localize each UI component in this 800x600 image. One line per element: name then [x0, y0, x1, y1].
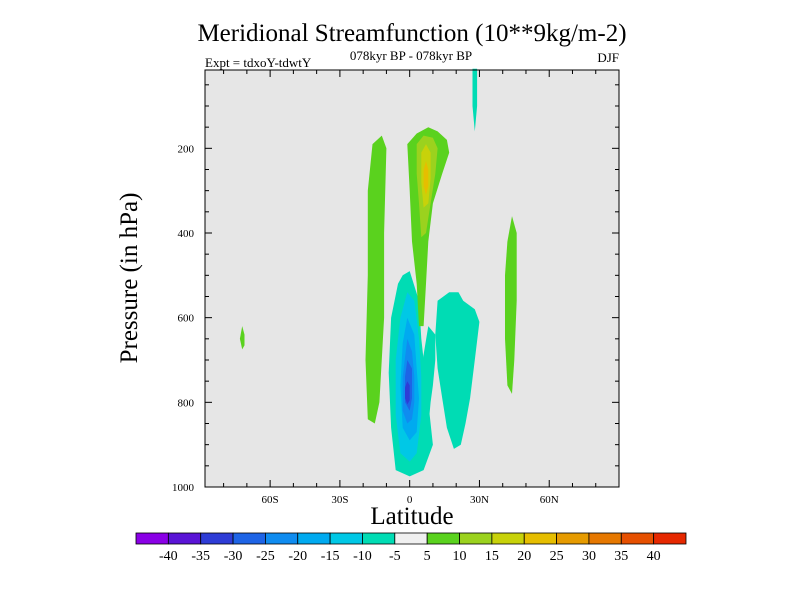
chart-subtitle: 078kyr BP - 078kyr BP [350, 48, 472, 63]
colorbar-box [200, 532, 234, 545]
colorbar-label: 20 [517, 549, 531, 564]
y-tick-label: 1000 [172, 482, 195, 494]
colorbar-labels: -40 -35 -30 -25 -20 -15 -10 -5 5 10 15 20 25 30 35 40 [159, 549, 661, 564]
colorbar-label: -35 [191, 549, 210, 564]
x-tick-label: 30N [470, 494, 489, 506]
colorbar-label: -10 [353, 549, 372, 564]
y-tick-label: 600 [178, 313, 195, 325]
colorbar-box [426, 532, 460, 545]
colorbar-label: 10 [453, 549, 467, 564]
x-tick-label: 30S [331, 494, 348, 506]
y-axis-label: Pressure (in hPa) [116, 193, 143, 364]
colorbar-label: -25 [256, 549, 275, 564]
season-label: DJF [597, 50, 619, 65]
colorbar-label: 25 [550, 549, 564, 564]
chart-title: Meridional Streamfunction (10**9kg/m-2) [197, 20, 626, 47]
contour-neg-core-30 [405, 381, 410, 405]
colorbar-box [297, 532, 331, 545]
colorbar-label: -5 [389, 549, 401, 564]
contour-pos-cell-sh-band [365, 135, 387, 424]
colorbar-box [523, 532, 557, 545]
x-tick-labels: 60S 30S 0 30N 60N [262, 494, 559, 506]
colorbar-box [167, 532, 202, 545]
y-tick-labels: 200 400 600 800 1000 [172, 143, 195, 494]
colorbar-label: 35 [614, 549, 628, 564]
colorbar-label: 5 [424, 549, 431, 564]
contour-pos-cell-sh-blob [239, 326, 245, 350]
contour-regions [239, 68, 517, 477]
colorbar-label: -20 [288, 549, 307, 564]
colorbar [135, 532, 687, 545]
colorbar-box [329, 532, 363, 545]
x-tick-label: 60S [262, 494, 279, 506]
colorbar-box [459, 532, 493, 545]
x-axis-label: Latitude [370, 503, 453, 530]
y-tick-label: 800 [178, 397, 195, 409]
plot-frame [204, 69, 620, 488]
colorbar-box [394, 532, 428, 545]
colorbar-label: 15 [485, 549, 499, 564]
colorbar-box [362, 532, 396, 545]
colorbar-box [620, 532, 655, 545]
colorbar-box [556, 532, 590, 545]
colorbar-label: 40 [647, 549, 661, 564]
colorbar-label: 30 [582, 549, 596, 564]
y-tick-label: 400 [178, 228, 195, 240]
contour-neg-cell-nh-subtropics [435, 292, 480, 449]
colorbar-box [653, 532, 687, 545]
x-tick-label: 60N [540, 494, 559, 506]
contour-pos-core-20 [423, 161, 429, 195]
colorbar-box [232, 532, 266, 545]
contour-neg-cell-stratosphere [472, 68, 478, 132]
y-tick-label: 200 [178, 143, 195, 155]
colorbar-box [588, 532, 622, 545]
contour-neg-cell-connector [421, 326, 436, 428]
colorbar-box [265, 532, 299, 545]
colorbar-label: -40 [159, 549, 178, 564]
contour-pos-cell-nh-midlat [505, 216, 517, 394]
x-tick-label: 0 [407, 494, 413, 506]
colorbar-box [135, 532, 169, 545]
colorbar-box [491, 532, 525, 545]
colorbar-label: -15 [321, 549, 340, 564]
expt-label: Expt = tdxoY-tdwtY [205, 55, 312, 70]
colorbar-label: -30 [224, 549, 243, 564]
